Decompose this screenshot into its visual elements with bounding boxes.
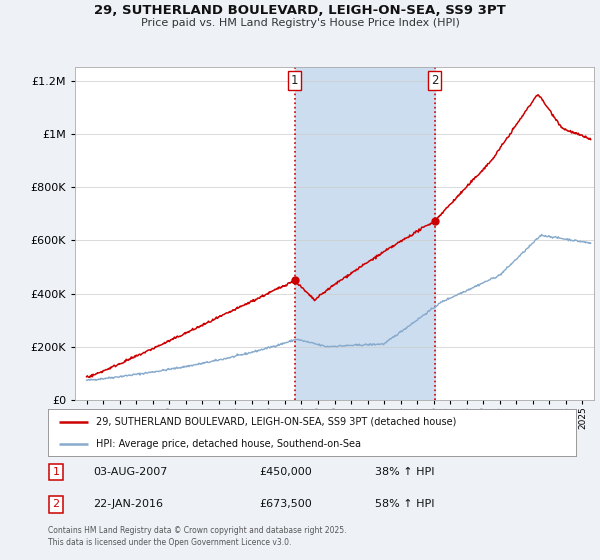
Text: HPI: Average price, detached house, Southend-on-Sea: HPI: Average price, detached house, Sout…: [95, 438, 361, 449]
Text: £450,000: £450,000: [259, 467, 312, 477]
Text: 29, SUTHERLAND BOULEVARD, LEIGH-ON-SEA, SS9 3PT: 29, SUTHERLAND BOULEVARD, LEIGH-ON-SEA, …: [94, 4, 506, 17]
Bar: [295, 67, 434, 400]
Text: 1: 1: [291, 74, 298, 87]
Text: £673,500: £673,500: [259, 500, 312, 509]
Text: Price paid vs. HM Land Registry's House Price Index (HPI): Price paid vs. HM Land Registry's House …: [140, 18, 460, 28]
Text: 2: 2: [52, 500, 59, 509]
Text: Contains HM Land Registry data © Crown copyright and database right 2025.
This d: Contains HM Land Registry data © Crown c…: [48, 526, 347, 547]
Text: 22-JAN-2016: 22-JAN-2016: [93, 500, 163, 509]
Text: 58% ↑ HPI: 58% ↑ HPI: [376, 500, 435, 509]
Text: 2: 2: [431, 74, 439, 87]
Text: 29, SUTHERLAND BOULEVARD, LEIGH-ON-SEA, SS9 3PT (detached house): 29, SUTHERLAND BOULEVARD, LEIGH-ON-SEA, …: [95, 417, 456, 427]
Text: 1: 1: [52, 467, 59, 477]
Text: 38% ↑ HPI: 38% ↑ HPI: [376, 467, 435, 477]
Text: 03-AUG-2007: 03-AUG-2007: [93, 467, 167, 477]
